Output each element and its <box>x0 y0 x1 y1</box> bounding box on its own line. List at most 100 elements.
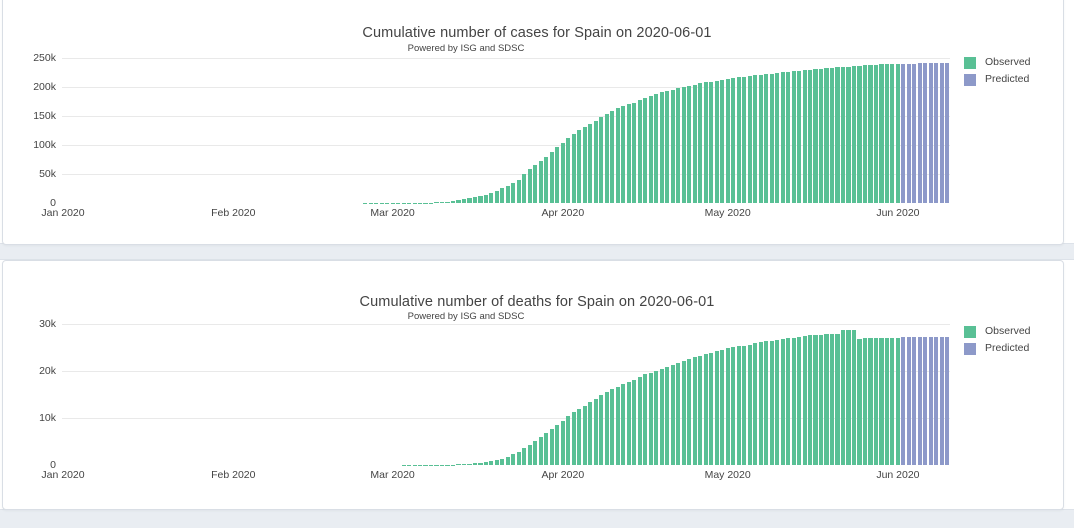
bar-observed[interactable] <box>571 133 576 203</box>
bar-observed[interactable] <box>659 92 664 203</box>
bar-observed[interactable] <box>516 179 521 203</box>
bar-observed[interactable] <box>582 405 587 465</box>
bar-observed[interactable] <box>379 202 384 203</box>
bar-observed[interactable] <box>566 138 571 203</box>
plot-area[interactable] <box>62 57 950 203</box>
bar-observed[interactable] <box>687 359 692 465</box>
bar-observed[interactable] <box>604 114 609 203</box>
bar-observed[interactable] <box>461 199 467 203</box>
bar-observed[interactable] <box>884 64 889 203</box>
bar-observed[interactable] <box>829 67 835 203</box>
bar-observed[interactable] <box>862 337 868 465</box>
bar-observed[interactable] <box>670 364 675 465</box>
bar-observed[interactable] <box>489 461 494 465</box>
bar-observed[interactable] <box>813 335 818 465</box>
bar-observed[interactable] <box>835 333 840 465</box>
bar-observed[interactable] <box>423 464 428 465</box>
bar-observed[interactable] <box>797 336 802 465</box>
bar-observed[interactable] <box>791 337 796 465</box>
bar-observed[interactable] <box>522 174 527 203</box>
bar-predicted[interactable] <box>945 337 950 465</box>
bar-predicted[interactable] <box>939 62 944 203</box>
bar-observed[interactable] <box>868 65 873 203</box>
bar-observed[interactable] <box>769 73 774 203</box>
bar-observed[interactable] <box>797 70 802 203</box>
bar-observed[interactable] <box>725 348 730 465</box>
bar-observed[interactable] <box>720 349 725 465</box>
bar-observed[interactable] <box>659 368 664 465</box>
bar-observed[interactable] <box>654 370 659 465</box>
bar-observed[interactable] <box>676 88 681 203</box>
bar-observed[interactable] <box>478 196 483 203</box>
bar-observed[interactable] <box>533 440 538 465</box>
bar-observed[interactable] <box>407 464 412 465</box>
bar-observed[interactable] <box>472 463 478 465</box>
bar-observed[interactable] <box>566 416 571 465</box>
bar-observed[interactable] <box>698 83 703 203</box>
bar-observed[interactable] <box>593 120 598 203</box>
bar-observed[interactable] <box>461 464 467 465</box>
bar-observed[interactable] <box>428 464 434 465</box>
bar-observed[interactable] <box>632 380 637 465</box>
bar-observed[interactable] <box>417 464 423 465</box>
bar-observed[interactable] <box>483 194 488 203</box>
bar-observed[interactable] <box>824 68 829 203</box>
bar-observed[interactable] <box>423 202 428 203</box>
bar-observed[interactable] <box>571 412 576 465</box>
bar-observed[interactable] <box>846 330 851 465</box>
bar-observed[interactable] <box>780 72 785 203</box>
bar-observed[interactable] <box>374 202 379 203</box>
bar-observed[interactable] <box>478 462 483 465</box>
bar-predicted[interactable] <box>906 337 911 465</box>
bar-observed[interactable] <box>703 82 708 203</box>
bar-observed[interactable] <box>610 111 615 203</box>
bar-observed[interactable] <box>665 90 670 203</box>
bar-observed[interactable] <box>511 182 516 203</box>
bar-observed[interactable] <box>818 68 824 203</box>
bar-observed[interactable] <box>500 188 505 203</box>
bar-observed[interactable] <box>456 199 461 203</box>
bar-observed[interactable] <box>818 334 824 465</box>
bar-observed[interactable] <box>555 147 560 203</box>
bar-observed[interactable] <box>401 464 406 465</box>
bar-observed[interactable] <box>731 347 736 465</box>
bar-observed[interactable] <box>527 444 532 465</box>
legend-item-predicted[interactable]: Predicted <box>964 341 1031 356</box>
bar-observed[interactable] <box>879 337 884 465</box>
bar-observed[interactable] <box>494 460 499 465</box>
bar-observed[interactable] <box>895 64 900 203</box>
bar-observed[interactable] <box>434 202 439 203</box>
bar-predicted[interactable] <box>923 63 928 203</box>
bar-observed[interactable] <box>665 367 670 465</box>
bar-observed[interactable] <box>439 202 445 203</box>
bar-observed[interactable] <box>401 202 406 203</box>
bar-observed[interactable] <box>714 80 719 203</box>
bar-observed[interactable] <box>643 374 648 465</box>
bar-observed[interactable] <box>544 433 549 465</box>
bar-observed[interactable] <box>368 202 373 203</box>
legend-item-predicted[interactable]: Predicted <box>964 72 1031 87</box>
bar-observed[interactable] <box>637 99 642 203</box>
bar-observed[interactable] <box>725 78 730 203</box>
bar-observed[interactable] <box>549 428 554 465</box>
bar-observed[interactable] <box>588 123 593 203</box>
bar-observed[interactable] <box>895 337 900 465</box>
bar-observed[interactable] <box>588 402 593 465</box>
bar-observed[interactable] <box>851 329 857 465</box>
bar-observed[interactable] <box>731 78 736 203</box>
bar-observed[interactable] <box>758 342 763 465</box>
bar-observed[interactable] <box>681 360 686 465</box>
bar-observed[interactable] <box>879 64 884 203</box>
bar-observed[interactable] <box>445 201 450 203</box>
bar-observed[interactable] <box>555 425 560 465</box>
bar-observed[interactable] <box>577 129 582 203</box>
bar-observed[interactable] <box>363 202 368 203</box>
bar-observed[interactable] <box>412 202 417 203</box>
bar-observed[interactable] <box>396 202 401 203</box>
bar-observed[interactable] <box>753 75 758 203</box>
bar-predicted[interactable] <box>912 337 917 465</box>
bar-observed[interactable] <box>599 395 604 465</box>
bar-observed[interactable] <box>560 420 565 465</box>
bar-observed[interactable] <box>851 66 857 203</box>
bar-observed[interactable] <box>621 106 626 203</box>
